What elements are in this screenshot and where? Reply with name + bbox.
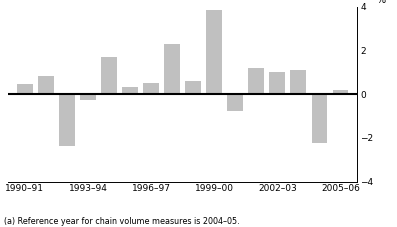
Bar <box>227 94 243 111</box>
Bar <box>270 72 285 94</box>
Bar <box>80 94 96 100</box>
Bar <box>312 94 327 143</box>
Text: (a) Reference year for chain volume measures is 2004–05.: (a) Reference year for chain volume meas… <box>4 217 240 226</box>
Bar <box>59 94 75 146</box>
Text: %: % <box>376 0 385 5</box>
Bar <box>291 70 306 94</box>
Bar <box>164 44 180 94</box>
Bar <box>249 68 264 94</box>
Bar <box>206 10 222 94</box>
Bar <box>101 57 117 94</box>
Bar <box>38 76 54 94</box>
Bar <box>143 83 159 94</box>
Bar <box>122 86 138 94</box>
Bar <box>333 90 348 94</box>
Bar <box>185 81 201 94</box>
Bar <box>17 84 33 94</box>
